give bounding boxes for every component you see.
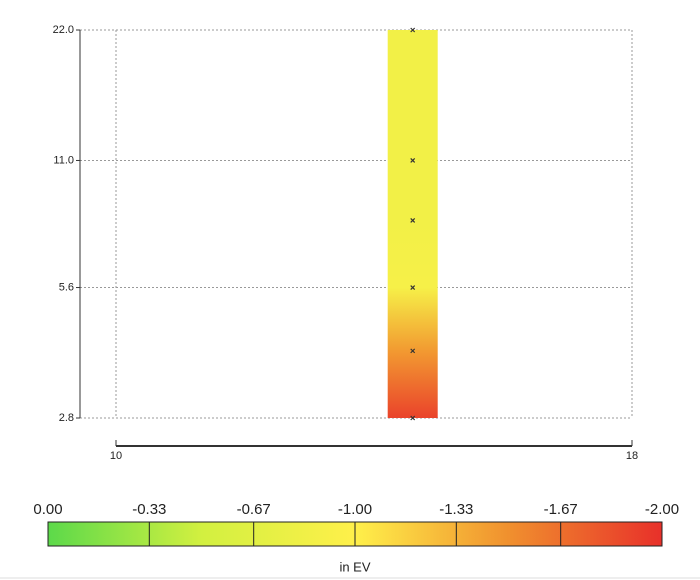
colorbar-label: in EV (339, 559, 370, 574)
colorbar-tick-label: 0.00 (33, 501, 62, 518)
y-tick-label: 22.0 (53, 24, 74, 36)
colorbar-tick-label: -0.67 (237, 501, 271, 518)
x-tick-label: 18 (626, 450, 638, 462)
point-marker (410, 27, 416, 33)
ev-strip (387, 30, 438, 418)
y-tick-label: 2.8 (59, 412, 74, 424)
y-tick-label: 5.6 (59, 281, 74, 293)
colorbar-tick-label: -0.33 (132, 501, 166, 518)
x-tick-label: 10 (110, 450, 122, 462)
point-marker (410, 217, 416, 223)
colorbar-tick-label: -1.33 (439, 501, 473, 518)
colorbar-tick-label: -1.00 (338, 501, 372, 518)
y-tick-label: 11.0 (53, 154, 74, 166)
point-marker (410, 348, 416, 354)
colorbar-tick-label: -2.00 (645, 501, 679, 518)
colorbar-tick-label: -1.67 (544, 501, 578, 518)
point-marker (410, 158, 416, 163)
point-marker (410, 415, 416, 421)
point-marker (410, 285, 416, 290)
